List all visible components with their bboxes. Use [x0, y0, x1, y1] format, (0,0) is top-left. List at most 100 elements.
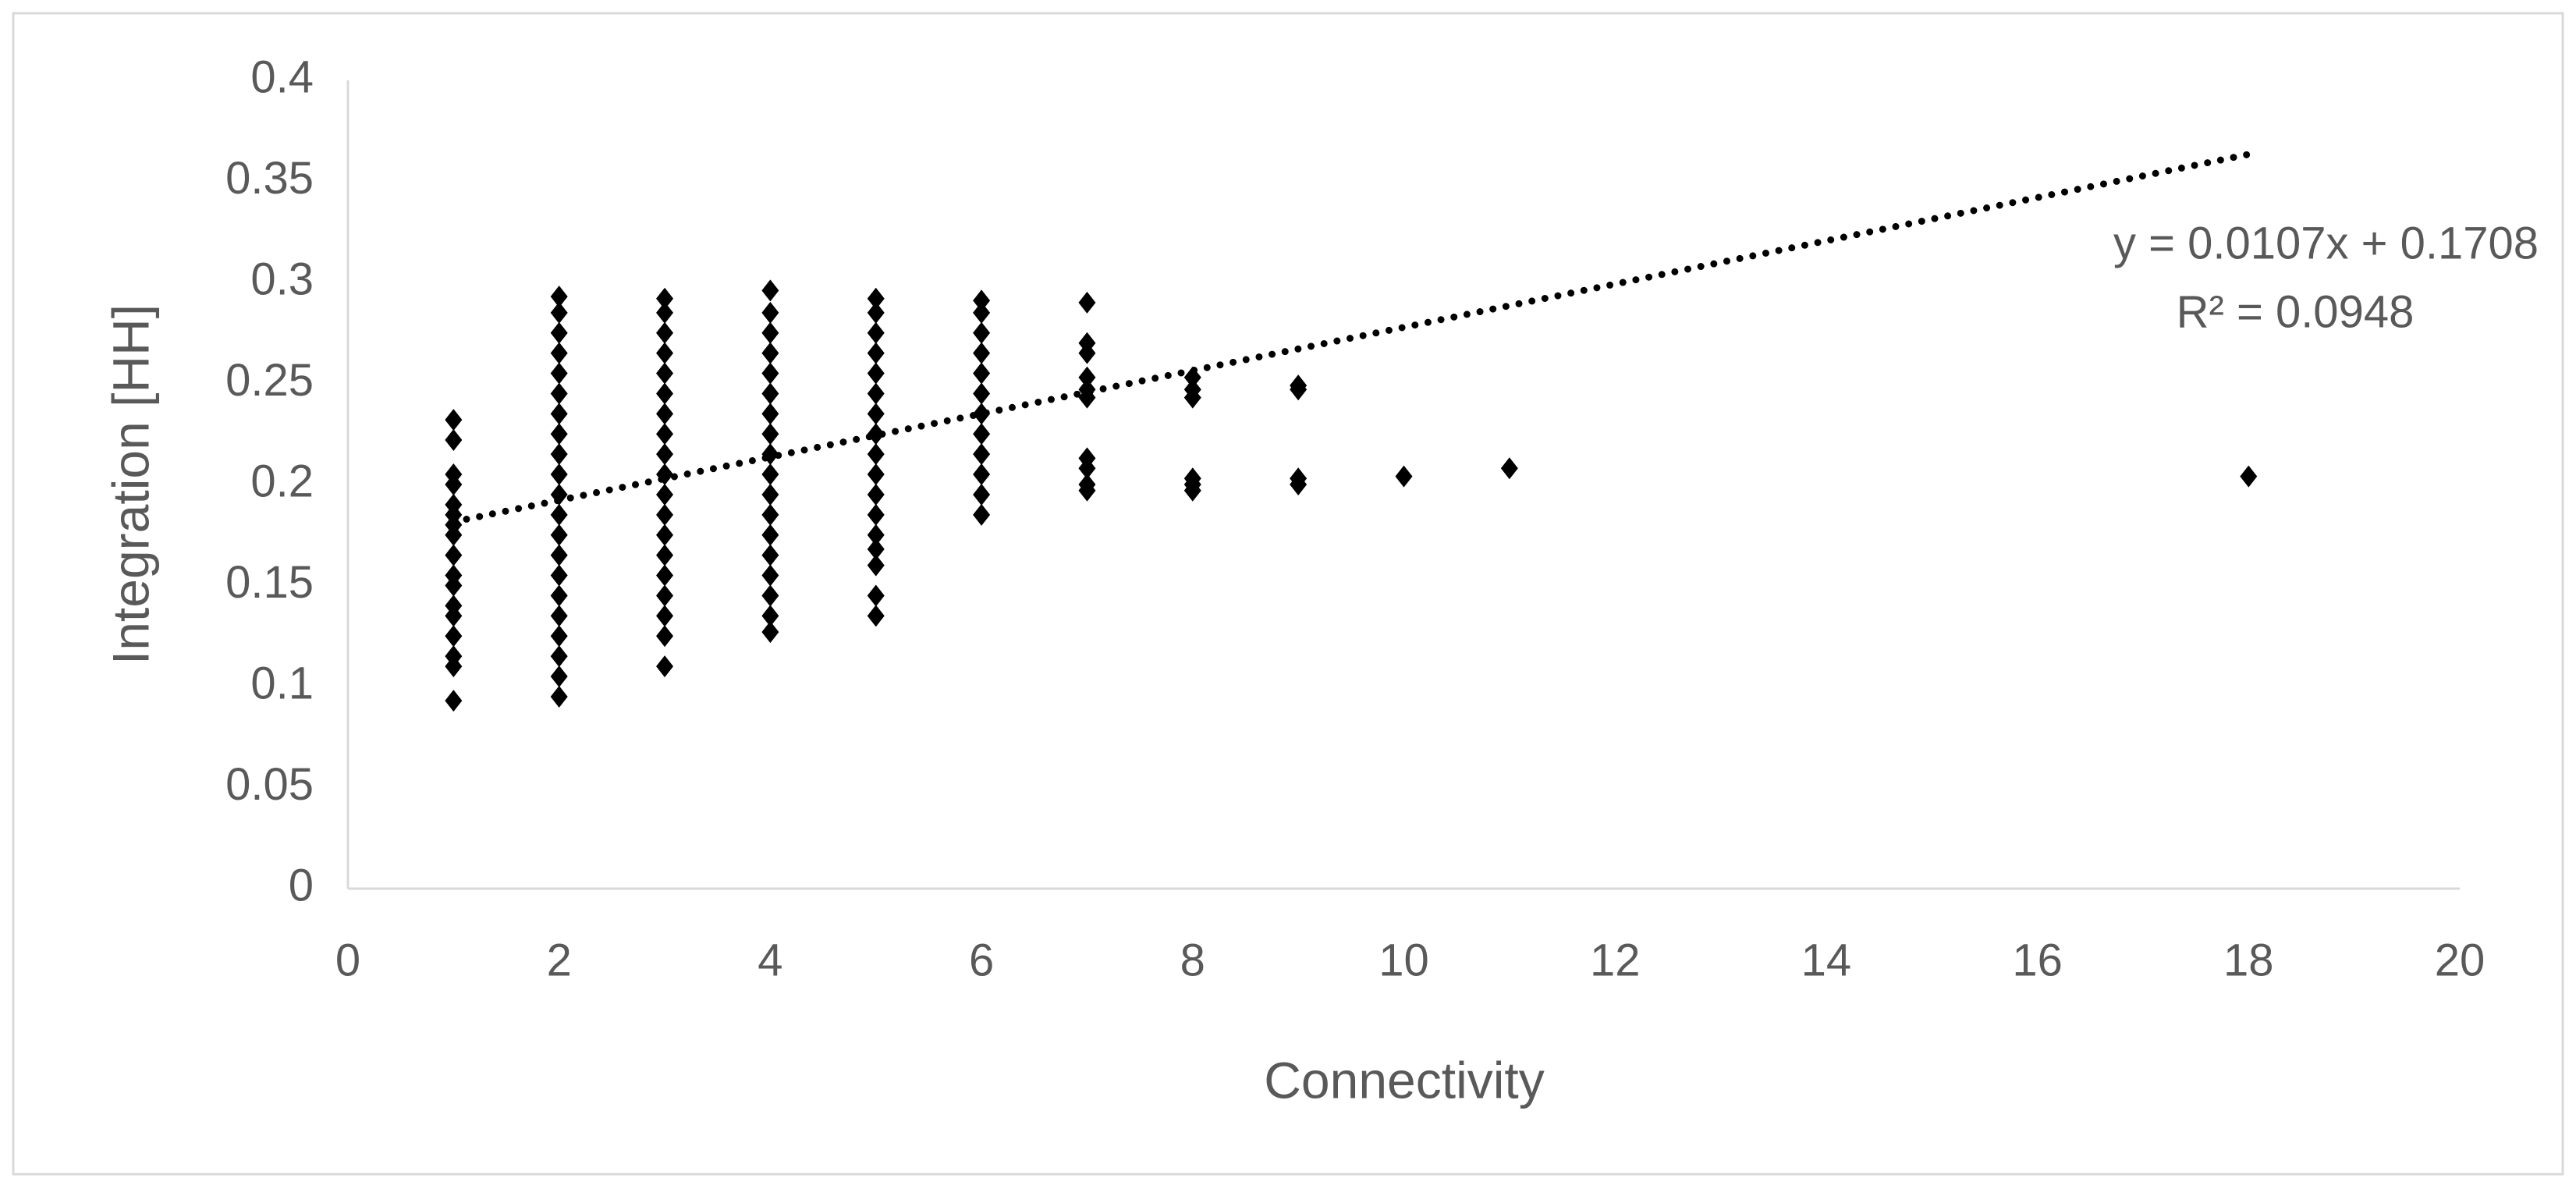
- data-point: [867, 362, 885, 385]
- x-axis-title: Connectivity: [1264, 1051, 1545, 1109]
- x-tick-label: 6: [969, 935, 994, 985]
- x-tick-label: 18: [2223, 935, 2274, 985]
- data-point: [656, 564, 674, 587]
- data-point: [867, 584, 885, 607]
- data-point: [761, 621, 779, 644]
- data-point: [761, 301, 779, 324]
- trendline-equation: y = 0.0107x + 0.1708: [2113, 218, 2539, 268]
- data-point: [761, 382, 779, 405]
- data-point: [550, 463, 568, 486]
- data-point: [973, 403, 991, 425]
- data-point: [973, 503, 991, 526]
- data-point: [867, 538, 885, 560]
- data-point: [867, 524, 885, 546]
- x-tick-label: 16: [2012, 935, 2063, 985]
- data-point: [656, 655, 674, 678]
- data-point: [867, 463, 885, 486]
- data-point: [656, 342, 674, 364]
- data-point: [1183, 467, 1201, 490]
- x-tick-label: 14: [1801, 935, 1852, 985]
- data-point: [761, 321, 779, 344]
- x-tick-label: 8: [1180, 935, 1205, 985]
- data-point: [867, 443, 885, 466]
- data-point: [973, 362, 991, 385]
- data-point: [656, 503, 674, 526]
- data-point: [1078, 474, 1096, 495]
- data-point: [761, 423, 779, 445]
- data-point: [761, 342, 779, 364]
- data-point: [1183, 378, 1201, 401]
- data-point: [550, 645, 568, 668]
- data-point: [656, 625, 674, 648]
- data-point: [445, 409, 463, 431]
- data-point: [1078, 332, 1096, 354]
- data-point: [550, 564, 568, 587]
- data-point: [973, 483, 991, 506]
- data-point: [656, 524, 674, 546]
- data-point: [550, 503, 568, 526]
- data-point: [550, 286, 568, 308]
- data-point: [2240, 465, 2258, 488]
- data-point: [656, 321, 674, 344]
- data-point: [867, 503, 885, 526]
- y-axis-title: Integration [HH]: [101, 304, 159, 665]
- data-point: [550, 403, 568, 425]
- data-point: [445, 564, 463, 587]
- data-point: [445, 594, 463, 617]
- data-point: [1078, 291, 1096, 314]
- data-point: [867, 301, 885, 324]
- data-point: [656, 382, 674, 405]
- data-point: [973, 342, 991, 364]
- data-point: [550, 301, 568, 324]
- data-point: [761, 463, 779, 486]
- data-point: [867, 605, 885, 627]
- data-point: [761, 503, 779, 526]
- data-point: [445, 690, 463, 712]
- trendline-r-squared: R² = 0.0948: [2177, 286, 2415, 337]
- data-point: [867, 554, 885, 577]
- x-tick-label: 10: [1378, 935, 1429, 985]
- data-point: [1078, 378, 1096, 401]
- chart-border: [12, 12, 2564, 1176]
- data-point: [761, 362, 779, 385]
- data-point: [656, 443, 674, 466]
- data-point: [550, 443, 568, 466]
- data-point: [973, 301, 991, 324]
- data-point: [550, 625, 568, 648]
- data-point: [761, 584, 779, 607]
- x-tick-label: 2: [547, 935, 572, 985]
- data-point: [550, 584, 568, 607]
- data-point: [867, 423, 885, 445]
- y-tick-label: 0.15: [225, 557, 314, 608]
- data-point: [656, 287, 674, 310]
- y-tick-label: 0: [289, 860, 314, 910]
- data-point: [973, 463, 991, 486]
- x-tick-label: 4: [758, 935, 782, 985]
- x-tick-label: 12: [1590, 935, 1641, 985]
- data-point: [973, 443, 991, 466]
- data-point: [973, 423, 991, 445]
- data-point: [761, 403, 779, 425]
- data-point: [550, 524, 568, 546]
- y-tick-label: 0.2: [250, 456, 314, 506]
- data-point: [1078, 366, 1096, 389]
- data-point: [445, 463, 463, 486]
- data-point: [1290, 467, 1308, 490]
- data-point: [1395, 465, 1413, 488]
- data-point: [867, 403, 885, 425]
- data-point: [656, 362, 674, 385]
- data-point: [445, 493, 463, 516]
- data-point: [867, 287, 885, 310]
- data-point: [550, 544, 568, 566]
- data-point: [550, 382, 568, 405]
- data-point: [656, 584, 674, 607]
- data-point: [1500, 457, 1518, 480]
- data-point: [1078, 447, 1096, 470]
- y-tick-label: 0.05: [225, 759, 314, 810]
- data-point: [867, 321, 885, 344]
- data-point: [550, 342, 568, 364]
- data-point: [656, 483, 674, 506]
- data-point: [550, 685, 568, 708]
